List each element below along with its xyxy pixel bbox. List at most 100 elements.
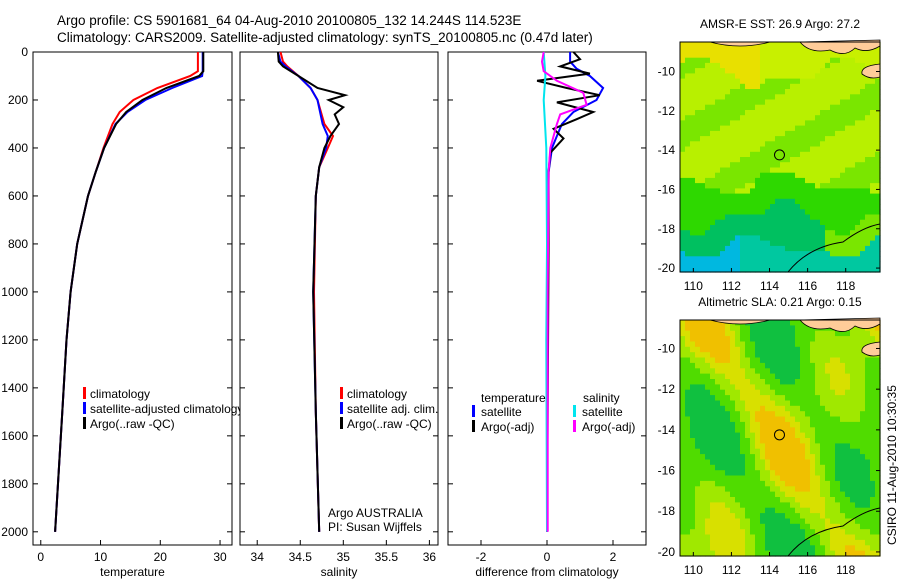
map-cell [685, 400, 691, 407]
land-island [861, 63, 881, 79]
map-cell [715, 395, 721, 402]
map-cell [760, 443, 766, 450]
map-cell [685, 497, 691, 503]
map-cell [810, 438, 816, 444]
map-cell [775, 235, 781, 242]
map-cell [805, 89, 811, 95]
map-cell [805, 78, 811, 85]
map-cell [810, 146, 816, 153]
map-cell [775, 42, 781, 48]
map-cell [770, 225, 776, 231]
map-cell [800, 52, 806, 59]
map-cell [695, 384, 701, 391]
map-cell [870, 214, 876, 221]
map-cell [845, 373, 851, 380]
map-cell [845, 523, 851, 530]
map-cell [790, 352, 796, 359]
map-cell [795, 136, 801, 142]
map-cell [765, 214, 771, 221]
map-cell [820, 400, 826, 407]
map-cell [800, 513, 806, 520]
map-cell [680, 99, 686, 106]
map-cell [790, 110, 796, 116]
map-cell [795, 432, 801, 439]
map-cell [755, 52, 761, 59]
map-cell [765, 141, 771, 148]
map-cell [745, 384, 751, 391]
map-cell [750, 240, 756, 247]
map-cell [830, 507, 836, 514]
map-cell [690, 459, 696, 466]
map-cell [685, 325, 691, 332]
y-tick-label: -18 [658, 222, 676, 236]
map-cell [835, 167, 841, 174]
map-cell [785, 89, 791, 95]
map-cell [740, 57, 746, 64]
map-cell [795, 539, 801, 546]
map-cell [730, 62, 736, 69]
map-cell [775, 110, 781, 116]
map-cell [775, 491, 781, 498]
map-cell [845, 480, 851, 487]
map-cell [825, 177, 831, 184]
map-cell [680, 475, 686, 482]
map-cell [835, 52, 841, 59]
map-cell [720, 57, 726, 64]
map-cell [820, 130, 826, 137]
map-cell [825, 523, 831, 530]
map-cell [815, 330, 821, 337]
map-cell [705, 266, 711, 273]
map-cell [770, 62, 776, 69]
map-cell [730, 177, 736, 184]
map-cell [695, 507, 701, 514]
map-cell [860, 368, 866, 375]
map-cell [855, 177, 861, 184]
map-cell [770, 346, 776, 353]
map-cell [870, 120, 876, 127]
map-cell [835, 539, 841, 546]
map-cell [770, 395, 776, 402]
map-cell [800, 470, 806, 477]
map-cell [780, 198, 786, 205]
map-cell [805, 513, 811, 520]
map-cell [685, 491, 691, 498]
map-cell [720, 214, 726, 221]
map-cell [875, 384, 881, 391]
map-cell [745, 438, 751, 444]
map-cell [800, 120, 806, 127]
map-cell [810, 368, 816, 375]
map-cell [705, 193, 711, 200]
map-cell [770, 368, 776, 375]
map-cell [735, 480, 741, 487]
map-cell [755, 464, 761, 471]
map-cell [690, 204, 696, 210]
map-cell [850, 52, 856, 59]
map-cell [705, 225, 711, 231]
map-cell [805, 83, 811, 90]
credit-line2: PI: Susan Wijffels [328, 520, 422, 534]
map-cell [790, 550, 796, 557]
map-cell [875, 497, 881, 503]
map-cell [685, 162, 691, 168]
map-cell [735, 57, 741, 64]
map-cell [840, 464, 846, 471]
map-cell [690, 256, 696, 263]
map-cell [790, 427, 796, 434]
map-cell [705, 320, 711, 326]
map-cell [830, 497, 836, 503]
map-cell [755, 550, 761, 557]
map-cell [750, 104, 756, 111]
map-cell [685, 230, 691, 236]
map-cell [860, 534, 866, 541]
map-cell [715, 432, 721, 439]
map-cell [680, 421, 686, 428]
map-cell [785, 151, 791, 158]
map-cell [875, 400, 881, 407]
map-cell [765, 89, 771, 95]
map-cell [705, 256, 711, 263]
map-cell [775, 47, 781, 53]
map-cell [795, 214, 801, 221]
map-cell [710, 486, 716, 493]
map-cell [860, 141, 866, 148]
map-cell [850, 416, 856, 423]
